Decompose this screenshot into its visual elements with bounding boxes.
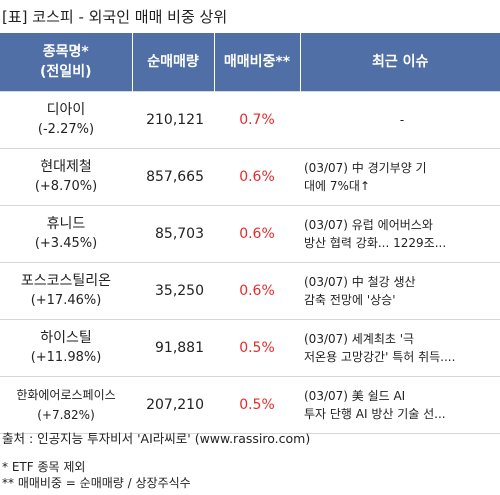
table-row: 포스코스틸리온 (+17.46%) 35,250 0.6% (03/07) 中 … <box>0 262 500 320</box>
table-row: 현대제철 (+8.70%) 857,665 0.6% (03/07) 中 경기부… <box>0 148 500 206</box>
recent-issue-line1: (03/07) 中 경기부양 기 <box>304 161 427 175</box>
net-volume: 207,210 <box>132 376 214 434</box>
stock-name-cell: 현대제철 (+8.70%) <box>0 148 132 206</box>
net-volume: 35,250 <box>132 262 214 320</box>
table-row: 한화에어로스페이스 (+7.82%) 207,210 0.5% (03/07) … <box>0 376 500 434</box>
stock-change: (-2.27%) <box>37 122 95 137</box>
stock-change: (+8.70%) <box>34 179 98 194</box>
stock-name[interactable]: 포스코스틸리온 <box>20 273 112 289</box>
recent-issue-line1: - <box>399 113 405 127</box>
stock-change: (+17.46%) <box>30 293 102 308</box>
recent-issue[interactable]: (03/07) 中 철강 생산 감축 전망에 '상승' <box>300 262 500 320</box>
recent-issue[interactable]: (03/07) 美 쉴드 AI 투자 단행 AI 방산 기술 선... <box>300 376 500 434</box>
foreign-trading-table: 종목명* (전일비) 순매매량 매매비중** 최근 이슈 디아이 (-2.27%… <box>0 33 500 434</box>
col-header-volume: 순매매량 <box>132 33 215 92</box>
col-header-ratio: 매매비중** <box>214 33 301 92</box>
col-header-name: 종목명* (전일비) <box>0 33 133 92</box>
trade-ratio: 0.6% <box>214 148 300 206</box>
recent-issue-line2: 투자 단행 AI 방산 기술 선... <box>304 407 446 421</box>
net-volume: 857,665 <box>132 148 214 206</box>
col-header-name-line1: 종목명* <box>42 44 89 60</box>
recent-issue-line1: (03/07) 유럽 에어버스와 <box>304 218 433 232</box>
stock-name-cell: 디아이 (-2.27%) <box>0 91 132 149</box>
recent-issue-line1: (03/07) 美 쉴드 AI <box>304 389 406 403</box>
col-header-name-line2: (전일비) <box>40 64 92 80</box>
recent-issue[interactable]: (03/07) 中 경기부양 기 대에 7%대↑ <box>300 148 500 206</box>
header-row: 종목명* (전일비) 순매매량 매매비중** 최근 이슈 <box>0 33 500 92</box>
stock-name-cell: 한화에어로스페이스 (+7.82%) <box>0 376 132 434</box>
recent-issue-line2: 방산 협력 강화... 1229조... <box>304 236 447 250</box>
footnote-ratio-definition: ** 매매비중 = 순매매량 / 상장주식수 <box>2 476 191 490</box>
recent-issue-line1: (03/07) 세계최초 '극 <box>304 332 415 346</box>
net-volume: 85,703 <box>132 205 214 263</box>
stock-change: (+3.45%) <box>34 236 98 251</box>
recent-issue-line1: (03/07) 中 철강 생산 <box>304 275 416 289</box>
net-volume: 91,881 <box>132 319 214 377</box>
trade-ratio: 0.5% <box>214 319 300 377</box>
trade-ratio: 0.7% <box>214 91 300 149</box>
stock-name-cell: 휴니드 (+3.45%) <box>0 205 132 263</box>
trade-ratio: 0.6% <box>214 262 300 320</box>
stock-name[interactable]: 현대제철 <box>40 159 92 175</box>
recent-issue-line2: 저온용 고망강간' 특허 취득.... <box>304 350 456 364</box>
stock-name[interactable]: 하이스틸 <box>40 330 92 346</box>
table-title: [표] 코스피 - 외국인 매매 비중 상위 <box>2 8 228 26</box>
recent-issue-line2: 대에 7%대↑ <box>304 179 371 193</box>
table-row: 디아이 (-2.27%) 210,121 0.7% - <box>0 91 500 149</box>
trade-ratio: 0.5% <box>214 376 300 434</box>
source-credit: 출처 : 인공지능 투자비서 'AI라씨로' (www.rassiro.com) <box>2 431 311 446</box>
recent-issue-line2: 감축 전망에 '상승' <box>304 293 396 307</box>
col-header-issue: 최근 이슈 <box>300 33 500 92</box>
table-row: 휴니드 (+3.45%) 85,703 0.6% (03/07) 유럽 에어버스… <box>0 205 500 263</box>
footnote-etf: * ETF 종목 제외 <box>2 460 86 474</box>
recent-issue: - <box>300 91 500 149</box>
stock-name-cell: 하이스틸 (+11.98%) <box>0 319 132 377</box>
stock-name-cell: 포스코스틸리온 (+17.46%) <box>0 262 132 320</box>
stock-change: (+7.82%) <box>37 408 95 422</box>
recent-issue[interactable]: (03/07) 세계최초 '극 저온용 고망강간' 특허 취득.... <box>300 319 500 377</box>
table-row: 하이스틸 (+11.98%) 91,881 0.5% (03/07) 세계최초 … <box>0 319 500 377</box>
net-volume: 210,121 <box>132 91 214 149</box>
stock-name[interactable]: 휴니드 <box>46 216 86 232</box>
stock-name[interactable]: 디아이 <box>46 102 86 118</box>
trade-ratio: 0.6% <box>214 205 300 263</box>
stock-change: (+11.98%) <box>30 350 102 365</box>
stock-name[interactable]: 한화에어로스페이스 <box>16 388 116 402</box>
recent-issue[interactable]: (03/07) 유럽 에어버스와 방산 협력 강화... 1229조... <box>300 205 500 263</box>
